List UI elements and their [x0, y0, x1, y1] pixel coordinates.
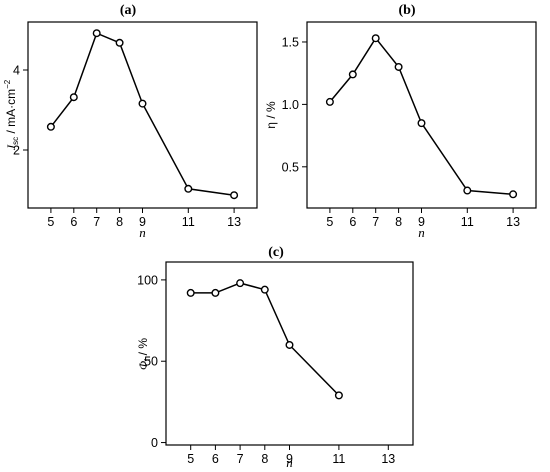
y-tick-label: 50	[144, 355, 158, 369]
data-point	[115, 38, 124, 47]
x-tick-label: 7	[93, 215, 100, 229]
panel-title: (c)	[268, 245, 284, 260]
y-axis-label: η / %	[264, 101, 278, 129]
data-point	[463, 186, 472, 195]
x-axis-label: n	[286, 455, 293, 470]
data-point	[325, 97, 334, 106]
x-tick-label: 5	[47, 215, 54, 229]
x-tick-label: 11	[332, 452, 345, 466]
series-line	[329, 36, 514, 196]
data-point	[46, 122, 55, 131]
x-axis-label: n	[418, 225, 425, 240]
plot-frame	[165, 261, 414, 446]
data-point	[285, 340, 294, 349]
data-point	[186, 288, 195, 297]
x-tick-label: 6	[349, 215, 356, 229]
data-point	[138, 99, 147, 108]
data-point	[417, 119, 426, 128]
data-point	[184, 184, 193, 193]
x-tick-label: 7	[237, 452, 244, 466]
x-axis-label: n	[139, 225, 146, 240]
data-point	[69, 93, 78, 102]
chart-panel-3: (c) 5 6 7 8 9 11 13 n 0 50 100 ΦI / %	[136, 245, 414, 470]
x-tick-label: 9	[139, 215, 146, 229]
data-point	[509, 190, 518, 199]
y-tick-label: 0	[151, 436, 158, 450]
x-tick-label: 6	[212, 452, 219, 466]
y-axis-label: Jsc / mA·cm−2	[3, 79, 20, 150]
y-tick-label: 1.0	[282, 98, 299, 112]
series-line	[190, 282, 340, 396]
y-tick-label: 1.5	[282, 35, 299, 49]
y-axis-label: ΦI / %	[136, 338, 152, 370]
x-tick-label: 7	[372, 215, 379, 229]
x-tick-label: 6	[70, 215, 77, 229]
x-tick-label: 5	[187, 452, 194, 466]
x-tick-label: 13	[227, 215, 241, 229]
data-point	[211, 288, 220, 297]
x-tick-label: 13	[506, 215, 520, 229]
y-tick-label: 0.5	[282, 160, 299, 174]
data-point	[334, 391, 343, 400]
chart-panel-2: (b) 5 6 7 8 9 11 13 n 0.5 1.0 1.5 η / %	[264, 3, 537, 240]
x-tick-label: 9	[286, 452, 293, 466]
panel-title: (a)	[120, 3, 137, 18]
data-point	[371, 34, 380, 43]
panel-title: (b)	[398, 3, 415, 18]
plot-frame	[306, 21, 537, 209]
data-point	[348, 70, 357, 79]
x-tick-label: 8	[261, 452, 268, 466]
data-point	[236, 279, 245, 288]
x-tick-label: 8	[116, 215, 123, 229]
data-point	[230, 191, 239, 200]
data-point	[394, 62, 403, 71]
x-tick-label: 13	[381, 452, 395, 466]
y-tick-label: 4	[13, 64, 20, 78]
x-tick-label: 11	[461, 215, 474, 229]
x-tick-label: 11	[182, 215, 195, 229]
plot-frame	[27, 21, 258, 209]
series-line	[50, 32, 235, 196]
x-tick-label: 5	[326, 215, 333, 229]
x-tick-label: 9	[418, 215, 425, 229]
data-point	[260, 285, 269, 294]
y-tick-label: 100	[137, 273, 158, 287]
data-point	[92, 29, 101, 38]
x-tick-label: 8	[395, 215, 402, 229]
y-tick-label: 2	[13, 144, 20, 158]
